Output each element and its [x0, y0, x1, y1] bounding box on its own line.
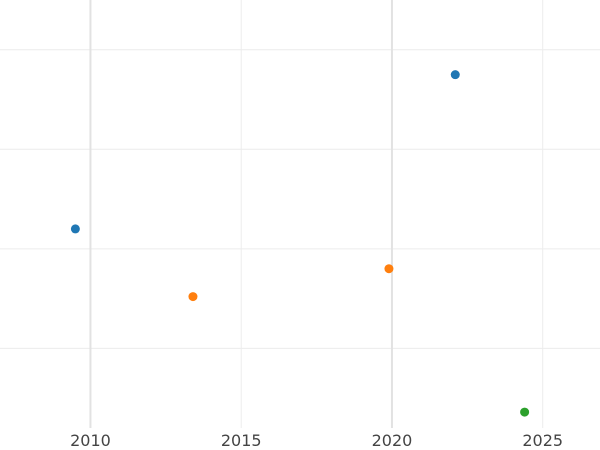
point-s1-1: [384, 264, 394, 274]
point-s0-0: [70, 224, 80, 234]
x-tick-label-3: 2025: [522, 431, 563, 450]
point-s0-1: [450, 70, 460, 80]
x-tick-label-0: 2010: [70, 431, 111, 450]
x-gridlines: [89, 0, 544, 428]
x-tick-label-2: 2020: [372, 431, 413, 450]
point-s2-0: [520, 407, 530, 417]
x-tick-label-1: 2015: [221, 431, 262, 450]
y-gridlines: [0, 49, 600, 349]
data-points: [70, 70, 530, 417]
x-tick-labels: 2010 2015 2020 2025: [70, 431, 563, 450]
point-s1-0: [188, 292, 198, 302]
